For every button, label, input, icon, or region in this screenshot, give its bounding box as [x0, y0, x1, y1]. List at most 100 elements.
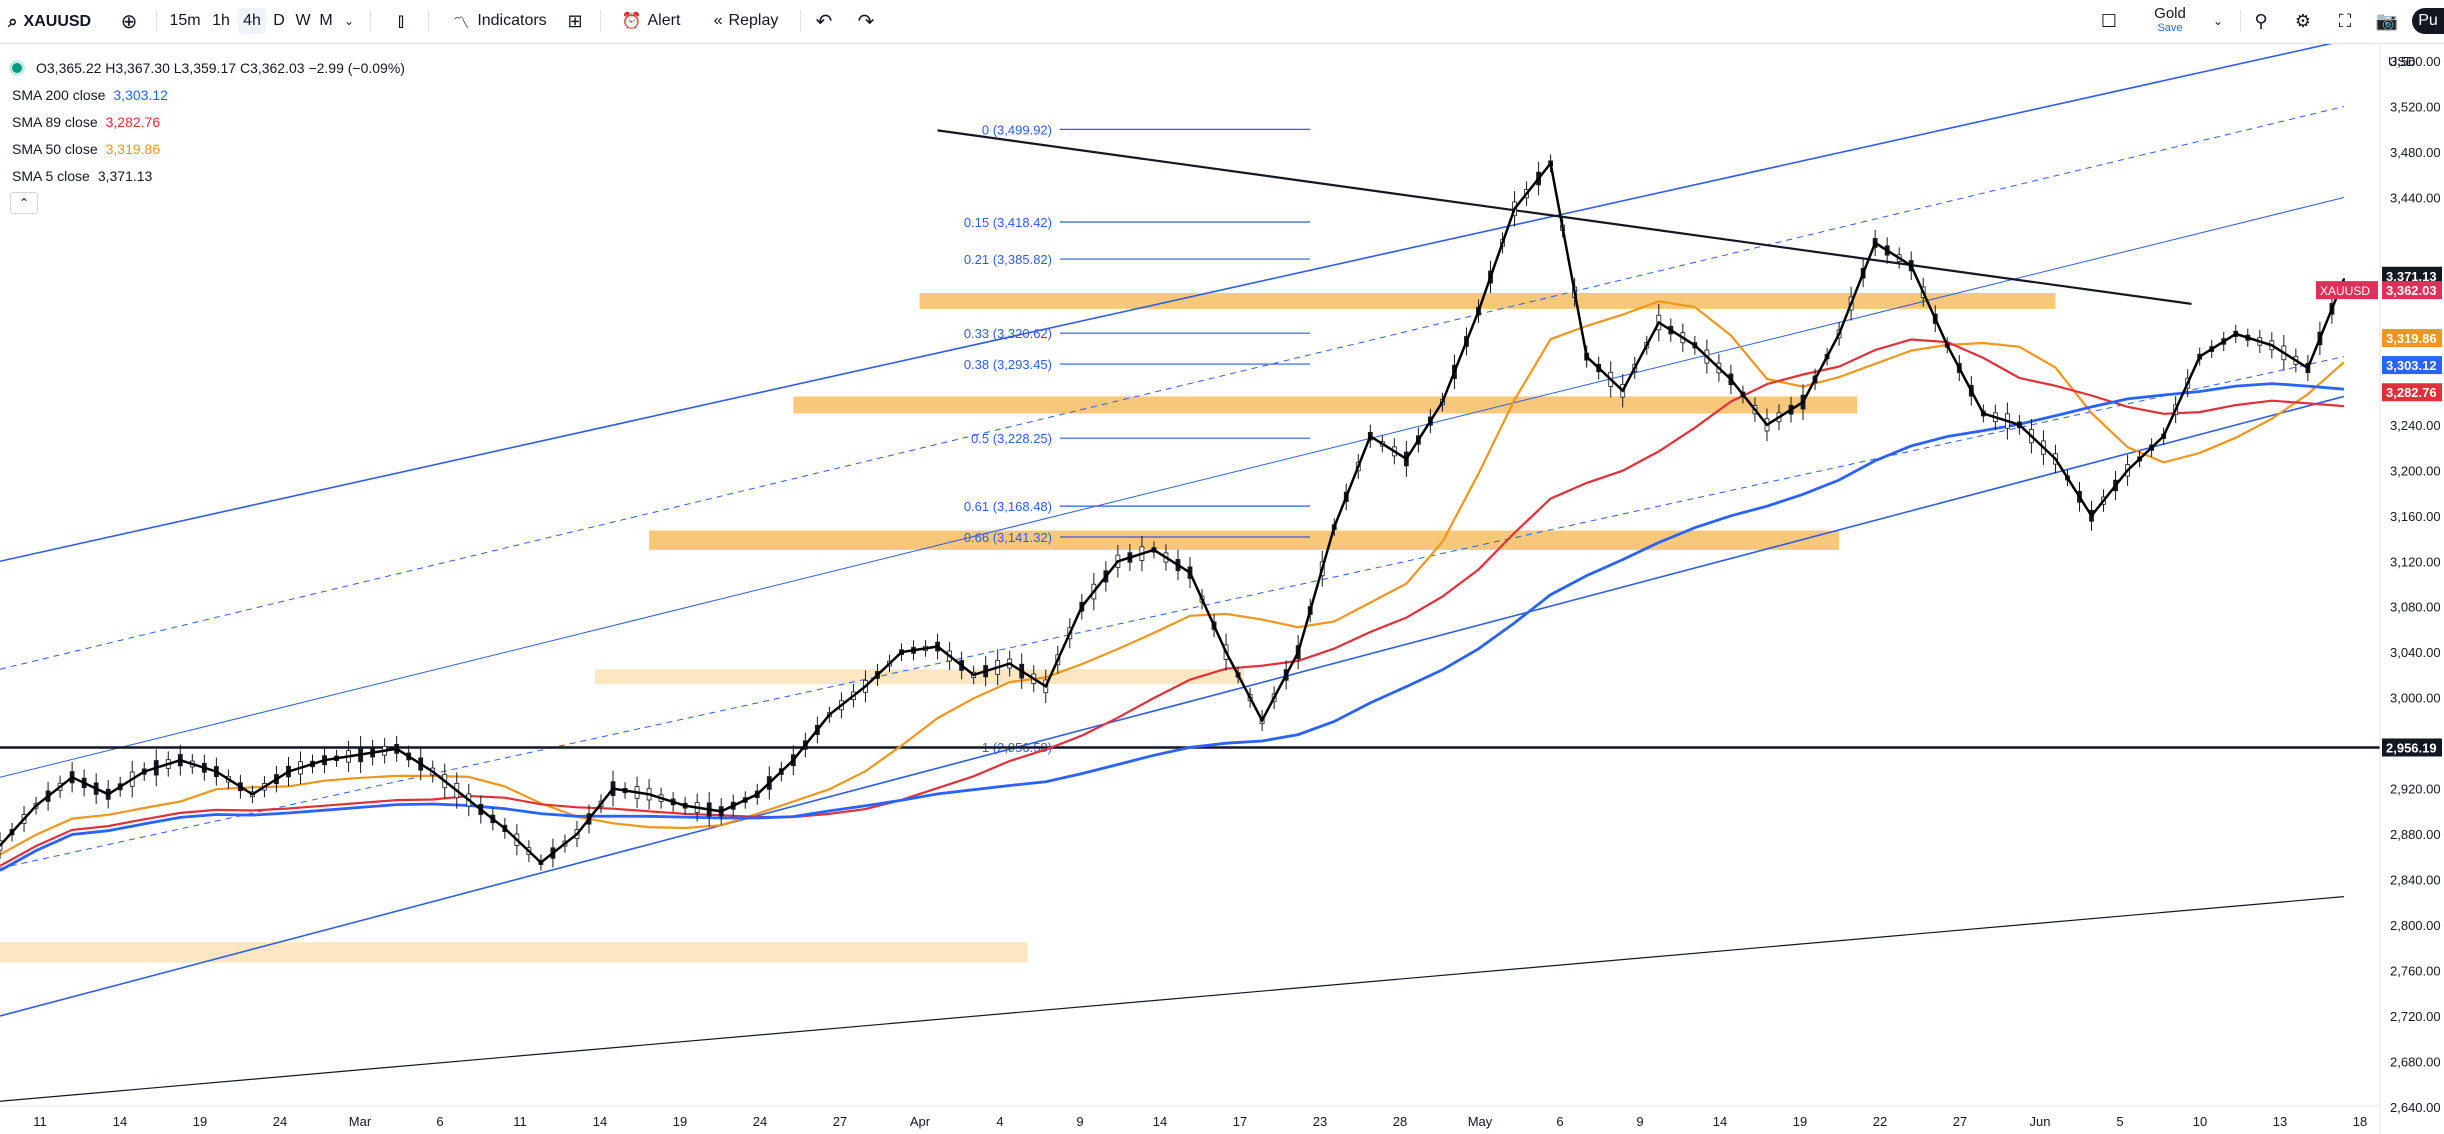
- sma5-point: [2270, 344, 2274, 347]
- sma5-point: [1188, 571, 1192, 574]
- sma5-point: [2054, 457, 2057, 461]
- sma5-point: [106, 793, 110, 796]
- sma-layer: [0, 300, 2345, 872]
- time-tick-label: 11: [33, 1114, 47, 1129]
- symbol-search[interactable]: ⌕ XAUUSD: [8, 0, 91, 43]
- price-tag: [2382, 383, 2442, 402]
- price-tick-label: 3,040.00: [2390, 645, 2441, 660]
- zones-layer: [0, 292, 2056, 963]
- sma5-point: [828, 713, 831, 716]
- price-tick-label: 2,760.00: [2390, 964, 2441, 979]
- divider: [600, 10, 601, 32]
- quick-search-icon[interactable]: ⚲: [2254, 10, 2268, 31]
- sma5-point: [1982, 412, 1985, 415]
- sma5-point: [1801, 400, 1805, 404]
- sma5-point: [1693, 344, 1697, 347]
- interval-w[interactable]: W: [295, 12, 311, 29]
- compare-add-icon[interactable]: ⊕: [120, 10, 138, 33]
- currency-label: USD: [2388, 54, 2415, 69]
- sma5-label: SMA 5 close: [12, 167, 90, 184]
- sma50-row[interactable]: SMA 50 close 3,319.86: [12, 135, 405, 162]
- sma5-point: [2342, 278, 2346, 281]
- price-layer: [0, 154, 2346, 871]
- sma5-point: [1152, 548, 1156, 552]
- interval-4h[interactable]: 4h: [238, 8, 266, 34]
- price-tag-label: 3,319.86: [2386, 331, 2437, 346]
- time-tick-label: 13: [2273, 1114, 2287, 1129]
- price-tags-layer: 3,371.133,362.03 XAUUSD 3,319.86 3,303.12 3,…: [2316, 266, 2442, 757]
- legend-collapse-button[interactable]: ⌃: [10, 192, 38, 214]
- price-tick-label: 2,680.00: [2390, 1054, 2441, 1069]
- sma5-point: [395, 747, 398, 751]
- candles-icon[interactable]: ⫾: [397, 9, 405, 32]
- sma200-row[interactable]: SMA 200 close 3,303.12: [12, 81, 405, 108]
- price-tick-label: 3,440.00: [2390, 190, 2441, 205]
- price-tick-label: 2,720.00: [2390, 1009, 2441, 1024]
- fibonacci-layer: 0 (3,499.92) 0.15 (3,418.42) 0.21 (3,385.8…: [964, 122, 1310, 755]
- time-tick-label: 4: [996, 1114, 1003, 1129]
- price-tag-label: 3,282.76: [2386, 385, 2437, 400]
- chevron-up-icon: ⌃: [18, 196, 30, 210]
- alert-button[interactable]: ⏰ Alert: [612, 8, 690, 34]
- sma5-point: [503, 827, 507, 830]
- time-tick-label: 27: [1953, 1114, 1967, 1129]
- sma5-point: [251, 793, 254, 796]
- time-tick-label: 9: [1076, 1114, 1083, 1129]
- sma5-point: [70, 776, 74, 779]
- time-tick-label: 9: [1636, 1114, 1643, 1129]
- price-tick-label: 2,840.00: [2390, 873, 2441, 888]
- time-tick-label: 14: [1713, 1114, 1727, 1129]
- price-chart[interactable]: 0 (3,499.92) 0.15 (3,418.42) 0.21 (3,385.8…: [0, 44, 2444, 1134]
- sma5-point: [1585, 355, 1588, 358]
- settings-icon[interactable]: ⚙: [2294, 10, 2312, 31]
- time-tick-label: 19: [193, 1114, 207, 1129]
- time-tick-label: 6: [436, 1114, 443, 1129]
- level-price-tag-label: 2,956.19: [2386, 740, 2437, 755]
- sma5-point: [1333, 525, 1336, 529]
- layout-name-button[interactable]: Gold Save: [2140, 5, 2200, 34]
- sma5-row[interactable]: SMA 5 close 3,371.13: [12, 162, 405, 189]
- top-toolbar: ⌕ XAUUSD ⊕ 15m 1h 4h D W M ⌄ ⫾ 〽 Indicat…: [0, 0, 2444, 44]
- divider: [800, 10, 801, 32]
- sma5-point: [2126, 469, 2129, 472]
- sma5-point: [1441, 400, 1444, 404]
- indicators-button[interactable]: 〽 Indicators: [440, 8, 560, 34]
- time-tick-label: 19: [1793, 1114, 1807, 1129]
- redo-icon[interactable]: ↷: [857, 10, 875, 33]
- interval-d[interactable]: D: [273, 12, 285, 29]
- fullscreen-layout-icon[interactable]: ☐: [2100, 10, 2118, 31]
- divider: [156, 10, 157, 32]
- sma50-label: SMA 50 close: [12, 140, 98, 157]
- interval-m[interactable]: M: [319, 12, 333, 29]
- sma5-point: [1044, 685, 1047, 688]
- channel-line: [0, 395, 2345, 1017]
- templates-icon[interactable]: ⊞: [567, 10, 583, 31]
- sma89-row[interactable]: SMA 89 close 3,282.76: [12, 108, 405, 135]
- alert-icon: ⏰: [621, 13, 642, 30]
- sma50-value: 3,319.86: [105, 140, 161, 157]
- chevron-down-icon[interactable]: ⌄: [2212, 14, 2224, 28]
- price-tick-label: 3,200.00: [2390, 463, 2441, 478]
- interval-15m[interactable]: 15m: [169, 12, 201, 29]
- sma5-point: [1873, 241, 1877, 245]
- sma5-point: [179, 759, 182, 762]
- chevron-down-icon[interactable]: ⌄: [343, 14, 355, 28]
- price-tag: [2382, 266, 2442, 285]
- sma5-point: [1657, 321, 1660, 324]
- price-tick-label: 3,120.00: [2390, 554, 2441, 569]
- divider: [428, 10, 429, 32]
- sma5-point: [1946, 344, 1949, 347]
- undo-icon[interactable]: ↶: [815, 10, 833, 33]
- sma5-point: [359, 753, 362, 756]
- layout-name: Gold: [2154, 5, 2186, 22]
- save-label: Save: [2157, 22, 2183, 34]
- camera-icon[interactable]: 📷: [2375, 10, 2399, 31]
- interval-1h[interactable]: 1h: [212, 12, 230, 29]
- sma5-point: [1008, 662, 1011, 665]
- fib-level-label: 0.33 (3,320.62): [964, 326, 1052, 341]
- fullscreen-icon[interactable]: ⛶: [2338, 10, 2352, 31]
- price-tick-label: 3,560.00: [2390, 54, 2441, 69]
- downtrend-line: [937, 129, 2192, 305]
- replay-button[interactable]: « Replay: [704, 8, 788, 34]
- publish-button[interactable]: Pu: [2412, 8, 2444, 34]
